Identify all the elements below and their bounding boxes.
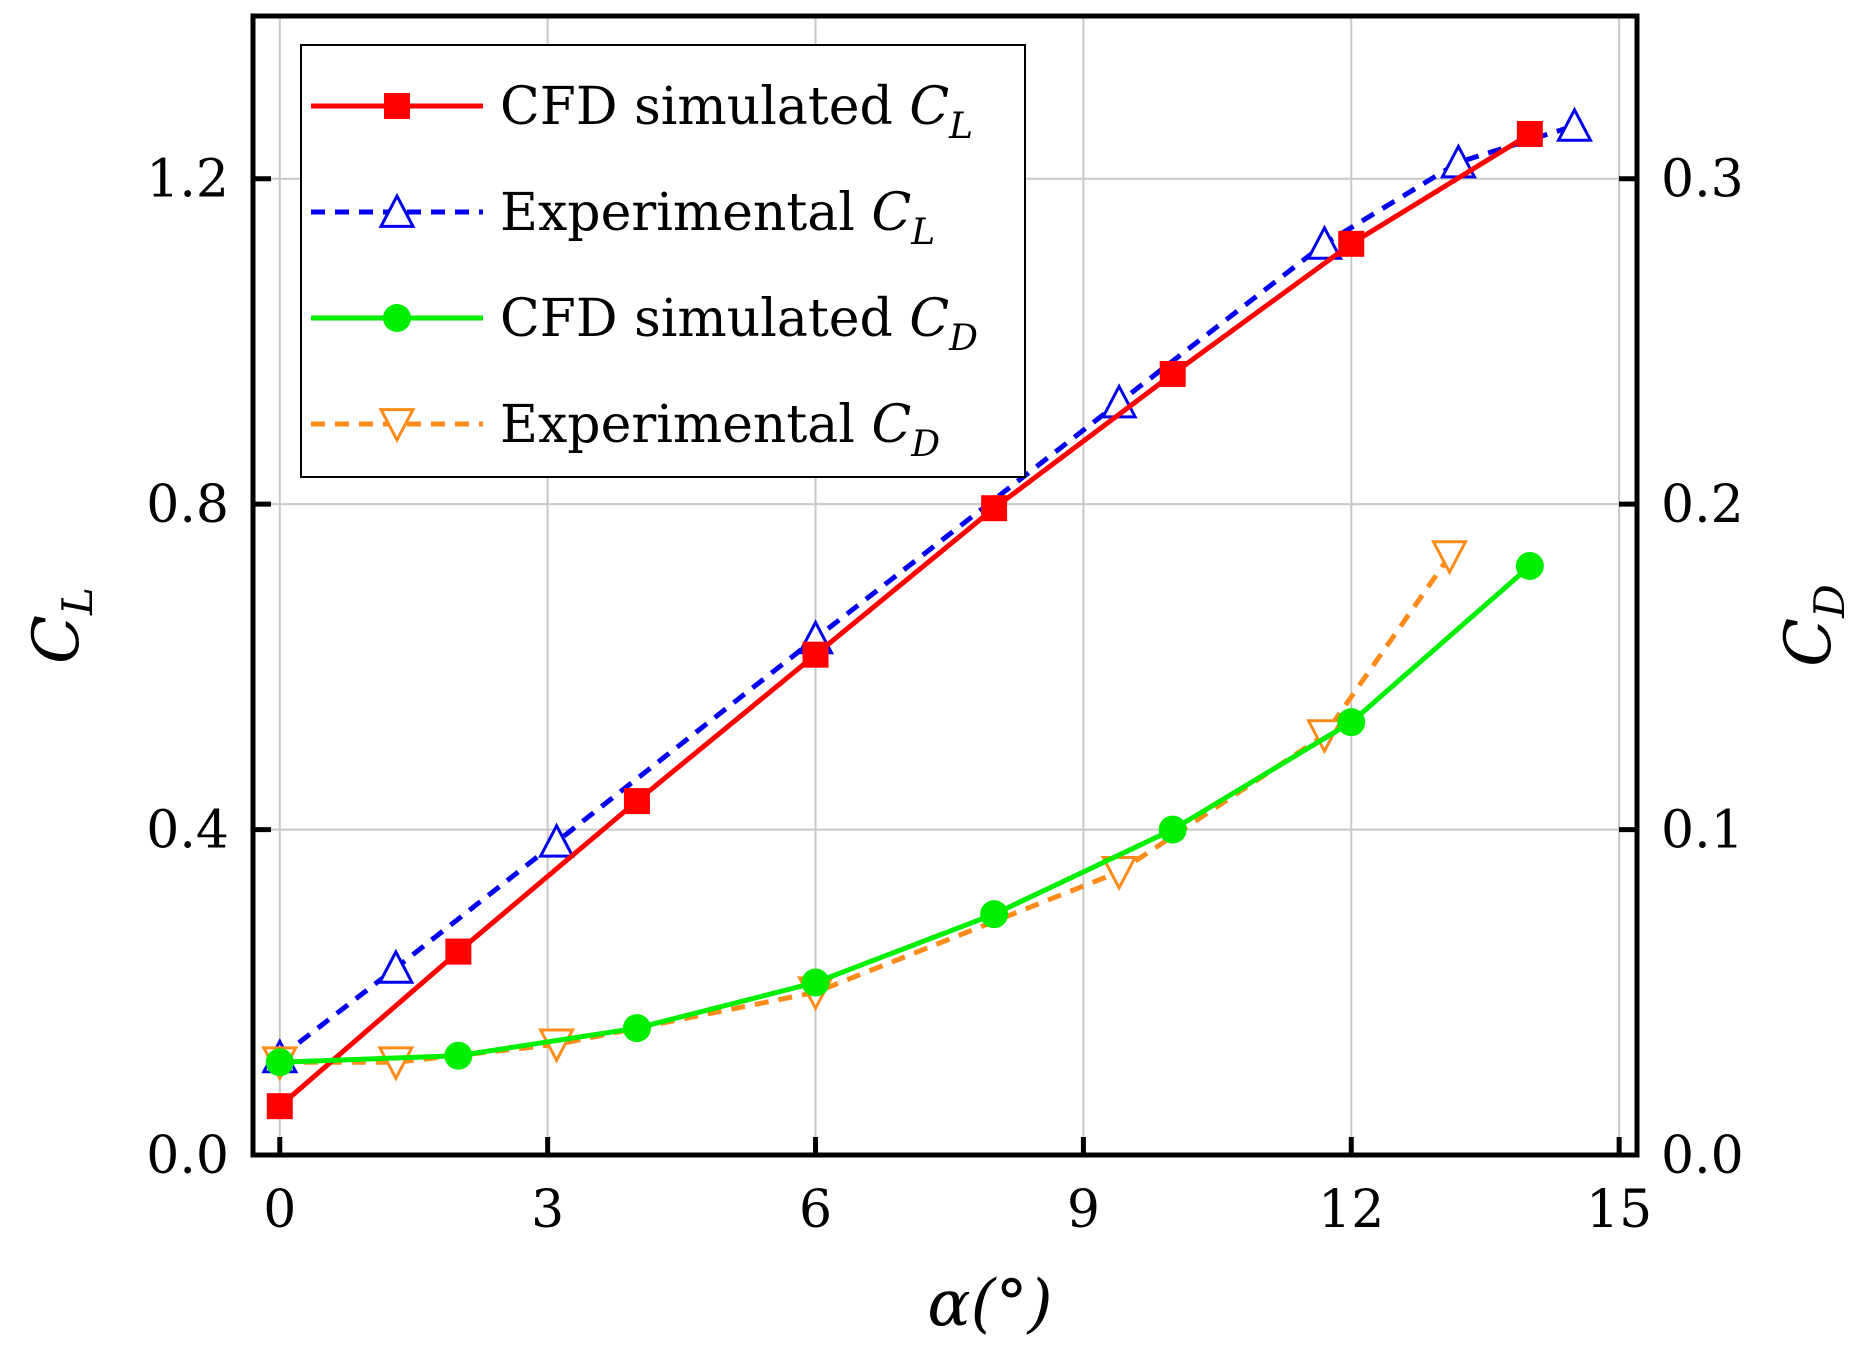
data-point [265, 1048, 294, 1077]
x-tick-label: 0 [263, 1180, 296, 1240]
x-tick-label: 9 [1067, 1180, 1100, 1240]
data-point [538, 822, 576, 858]
axis-ticks [253, 176, 1637, 1158]
y-axis-label: CL [20, 587, 102, 664]
data-point [1158, 815, 1187, 844]
y2-tick-label: 0.3 [1661, 150, 1744, 210]
data-point [266, 1093, 293, 1120]
data-point [1556, 106, 1593, 142]
x-tick-label: 6 [799, 1180, 832, 1240]
x-axis-label: α(°) [927, 1267, 1052, 1341]
data-point [801, 968, 830, 997]
legend-label: CFD simulated CD [500, 289, 978, 359]
series-0 [266, 120, 1543, 1120]
series-line [278, 123, 1576, 1060]
data-point [1305, 224, 1343, 260]
legend-marker [378, 192, 416, 228]
plot-frame [250, 13, 1640, 1158]
data-point [445, 938, 472, 965]
data-point [1516, 120, 1543, 147]
data-point [623, 788, 650, 815]
data-point [802, 641, 829, 668]
data-point [622, 1014, 651, 1043]
y2-tick-label: 0.0 [1661, 1126, 1744, 1186]
legend-label: Experimental CD [500, 395, 940, 465]
y2-tick-label: 0.1 [1661, 801, 1744, 861]
y-tick-label: 0.8 [146, 475, 229, 535]
data-point [980, 900, 1009, 929]
data-point [1337, 708, 1366, 737]
legend-marker [383, 304, 411, 332]
data-point [981, 495, 1008, 522]
y-tick-label: 1.2 [146, 150, 229, 210]
data-point [1431, 540, 1468, 576]
y-tick-label: 0.0 [146, 1126, 229, 1186]
y2-tick-label: 0.2 [1661, 475, 1744, 535]
series-line [279, 564, 1532, 1065]
data-point [1515, 551, 1544, 580]
series-2 [265, 551, 1544, 1077]
legend-marker [384, 93, 410, 119]
y-tick-label: 0.4 [146, 801, 229, 861]
data-point [444, 1041, 473, 1070]
legend-label: Experimental CL [500, 183, 935, 253]
data-point [1338, 230, 1365, 257]
x-tick-label: 3 [531, 1180, 564, 1240]
data-point [377, 948, 415, 984]
legend: CFD simulated CL Experimental CL CFD simul… [300, 44, 1026, 478]
legend-box [300, 44, 1026, 478]
legend-label: CFD simulated CL [500, 77, 973, 147]
data-point [1159, 360, 1186, 387]
plot-series [261, 106, 1593, 1120]
x-tick-label: 12 [1318, 1180, 1384, 1240]
series-line [278, 131, 1532, 1109]
x-tick-label: 15 [1586, 1180, 1652, 1240]
y2-axis-label: CD [1772, 584, 1854, 667]
legend-marker [378, 408, 416, 444]
